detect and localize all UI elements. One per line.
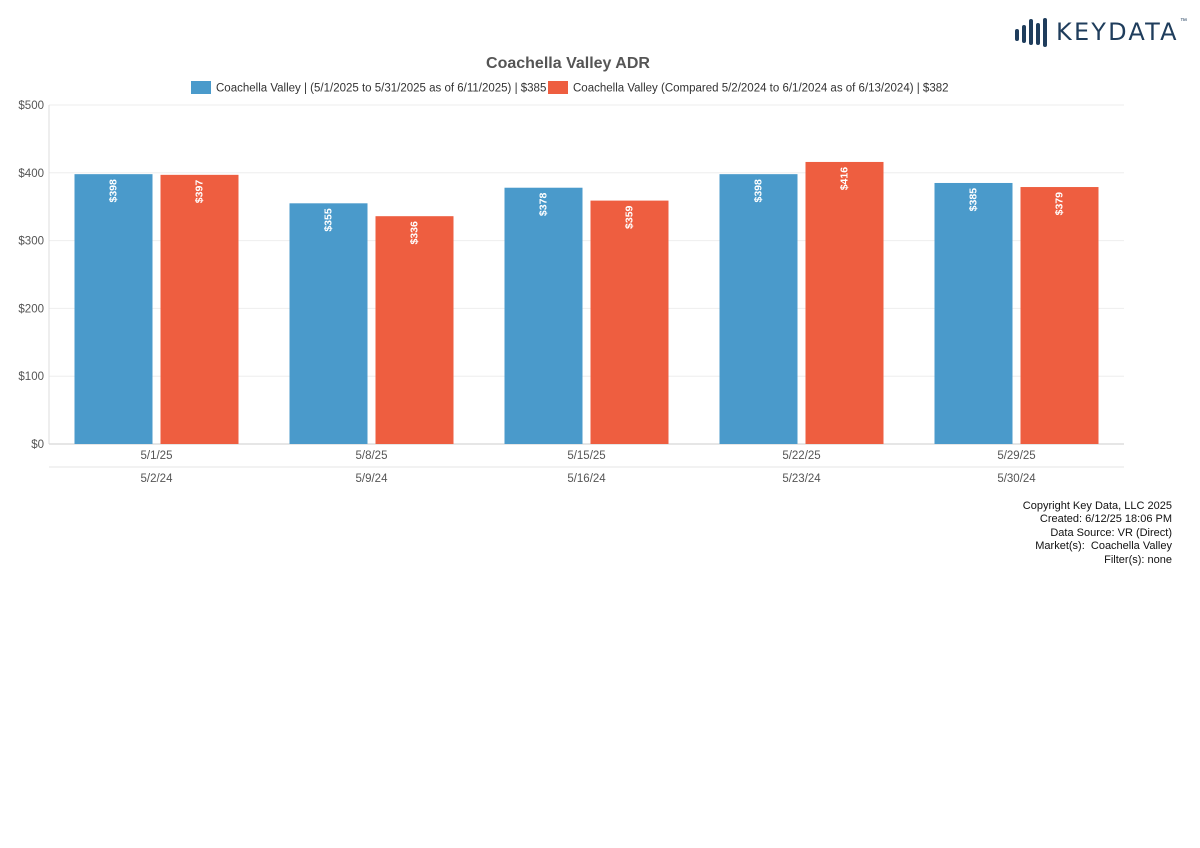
bar-value-labels: $398 $397 $355 $336 $378 $359 $398 $416 $385 $379: [107, 167, 1065, 245]
legend: Coachella Valley | (5/1/2025 to 5/31/202…: [191, 81, 949, 95]
x-category-label: 5/15/25: [567, 450, 605, 462]
y-tick-label: $300: [18, 236, 44, 248]
bar-2024-0[interactable]: [160, 174, 239, 445]
bar-value-label: $385: [967, 188, 979, 212]
bar-value-label: $378: [537, 193, 549, 217]
x-category-label: 5/29/25: [997, 450, 1035, 462]
y-tick-label: $500: [18, 100, 44, 112]
x-category-label: 5/22/25: [782, 450, 820, 462]
bar-value-label: $416: [838, 167, 850, 191]
bar-2024-1[interactable]: [375, 216, 454, 444]
legend-swatch-2025: [191, 81, 211, 94]
bar-2025-1[interactable]: [289, 203, 368, 444]
x-axis: 5/1/25 5/2/24 5/8/25 5/9/24 5/15/25 5/16/24 5/…: [49, 450, 1124, 485]
adr-bar-chart: Coachella Valley ADR Coachella Valley | …: [18, 55, 1124, 485]
bar-value-label: $336: [408, 221, 420, 245]
legend-swatch-2024: [548, 81, 568, 94]
footer-info: Copyright Key Data, LLC 2025 Created: 6/…: [1023, 500, 1172, 567]
bar-value-label: $397: [193, 180, 205, 204]
legend-label-2024: Coachella Valley (Compared 5/2/2024 to 6…: [573, 83, 949, 95]
legend-item-2025[interactable]: Coachella Valley | (5/1/2025 to 5/31/202…: [191, 81, 546, 95]
footer-copyright: Copyright Key Data, LLC 2025: [1022, 500, 1172, 512]
legend-label-2025: Coachella Valley | (5/1/2025 to 5/31/202…: [216, 83, 546, 95]
bar-value-label: $379: [1053, 192, 1065, 216]
bar-2025-2[interactable]: [504, 187, 583, 444]
bar-2025-0[interactable]: [74, 174, 153, 444]
bar-value-label: $398: [752, 179, 764, 203]
y-tick-label: $100: [18, 371, 44, 383]
y-tick-label: $0: [31, 439, 44, 451]
bar-value-label: $355: [322, 208, 334, 232]
y-axis: $0 $100 $200 $300 $400 $500: [18, 100, 44, 451]
bar-value-label: $359: [623, 205, 635, 229]
x-secondary-category-label: 5/23/24: [782, 473, 821, 485]
footer-source: Data Source: VR (Direct): [1050, 526, 1172, 539]
footer-filter: Filter(s): none: [1104, 553, 1172, 566]
bars: [74, 161, 1099, 445]
legend-item-2024[interactable]: Coachella Valley (Compared 5/2/2024 to 6…: [548, 81, 949, 95]
x-secondary-category-label: 5/30/24: [997, 473, 1036, 485]
x-category-label: 5/1/25: [141, 450, 173, 462]
logo-wordmark: KEYDATA: [1056, 18, 1179, 46]
x-category-label: 5/8/25: [356, 450, 388, 462]
logo-bars-icon: [1015, 18, 1047, 47]
y-tick-label: $400: [18, 168, 44, 180]
bar-value-label: $398: [107, 179, 119, 203]
bar-2024-3[interactable]: [805, 161, 884, 444]
bar-2025-4[interactable]: [934, 182, 1013, 444]
footer-market: Market(s): Coachella Valley: [1035, 540, 1172, 553]
bar-2024-4[interactable]: [1020, 187, 1099, 444]
footer-created: Created: 6/12/25 18:06 PM: [1039, 513, 1172, 526]
x-secondary-category-label: 5/16/24: [567, 473, 606, 485]
logo-trademark: ™: [1180, 18, 1187, 25]
y-tick-label: $200: [18, 303, 44, 315]
bar-2024-2[interactable]: [590, 200, 669, 444]
keydata-logo: KEYDATA ™: [1012, 14, 1192, 50]
bar-2025-3[interactable]: [719, 174, 798, 444]
x-secondary-category-label: 5/2/24: [141, 473, 174, 485]
chart-title: Coachella Valley ADR: [486, 55, 650, 72]
x-secondary-category-label: 5/9/24: [356, 473, 389, 485]
